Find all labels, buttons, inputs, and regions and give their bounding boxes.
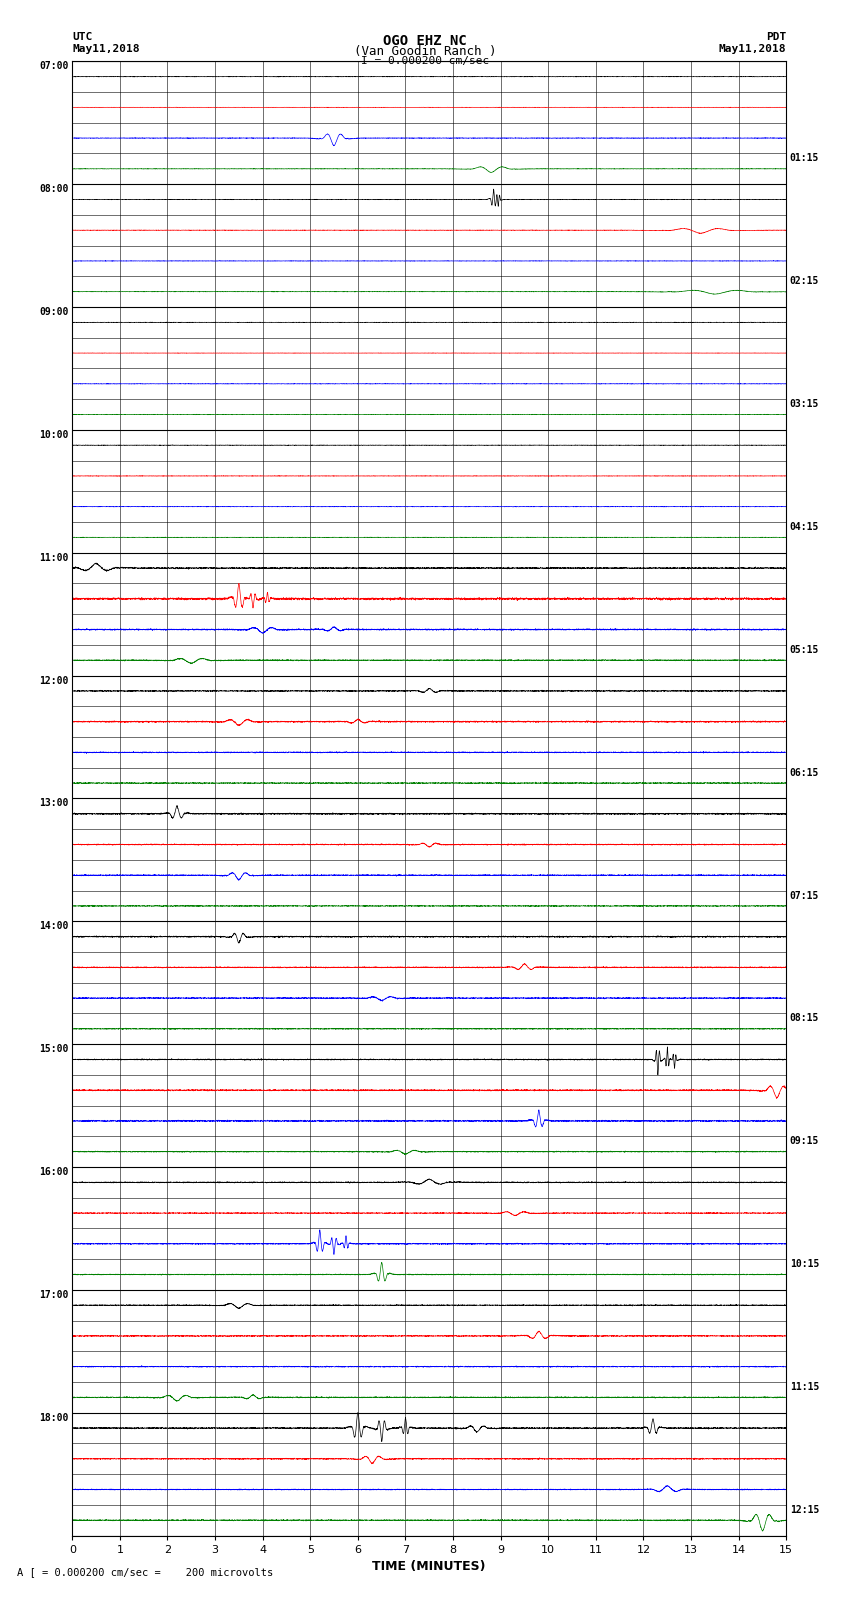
Text: 12:00: 12:00 — [39, 676, 69, 686]
Text: UTC: UTC — [72, 32, 93, 42]
Text: 16:00: 16:00 — [39, 1168, 69, 1177]
Text: 01:15: 01:15 — [790, 153, 819, 163]
Text: (Van Goodin Ranch ): (Van Goodin Ranch ) — [354, 45, 496, 58]
Text: 10:00: 10:00 — [39, 431, 69, 440]
Text: 12:15: 12:15 — [790, 1505, 819, 1515]
X-axis label: TIME (MINUTES): TIME (MINUTES) — [372, 1560, 486, 1573]
Text: 06:15: 06:15 — [790, 768, 819, 777]
Text: 09:15: 09:15 — [790, 1136, 819, 1147]
Text: I = 0.000200 cm/sec: I = 0.000200 cm/sec — [361, 56, 489, 66]
Text: 09:00: 09:00 — [39, 306, 69, 318]
Text: 08:15: 08:15 — [790, 1013, 819, 1023]
Text: 07:15: 07:15 — [790, 890, 819, 900]
Text: 03:15: 03:15 — [790, 398, 819, 410]
Text: 05:15: 05:15 — [790, 645, 819, 655]
Text: 08:00: 08:00 — [39, 184, 69, 194]
Text: 11:00: 11:00 — [39, 553, 69, 563]
Text: 10:15: 10:15 — [790, 1260, 819, 1269]
Text: 13:00: 13:00 — [39, 798, 69, 808]
Text: PDT: PDT — [766, 32, 786, 42]
Text: OGO EHZ NC: OGO EHZ NC — [383, 34, 467, 48]
Text: 07:00: 07:00 — [39, 61, 69, 71]
Text: 11:15: 11:15 — [790, 1382, 819, 1392]
Text: A [ = 0.000200 cm/sec =    200 microvolts: A [ = 0.000200 cm/sec = 200 microvolts — [17, 1568, 273, 1578]
Text: 14:00: 14:00 — [39, 921, 69, 931]
Text: May11,2018: May11,2018 — [719, 44, 786, 53]
Text: 04:15: 04:15 — [790, 523, 819, 532]
Text: 18:00: 18:00 — [39, 1413, 69, 1423]
Text: 17:00: 17:00 — [39, 1290, 69, 1300]
Text: 15:00: 15:00 — [39, 1044, 69, 1055]
Text: 02:15: 02:15 — [790, 276, 819, 286]
Text: May11,2018: May11,2018 — [72, 44, 139, 53]
